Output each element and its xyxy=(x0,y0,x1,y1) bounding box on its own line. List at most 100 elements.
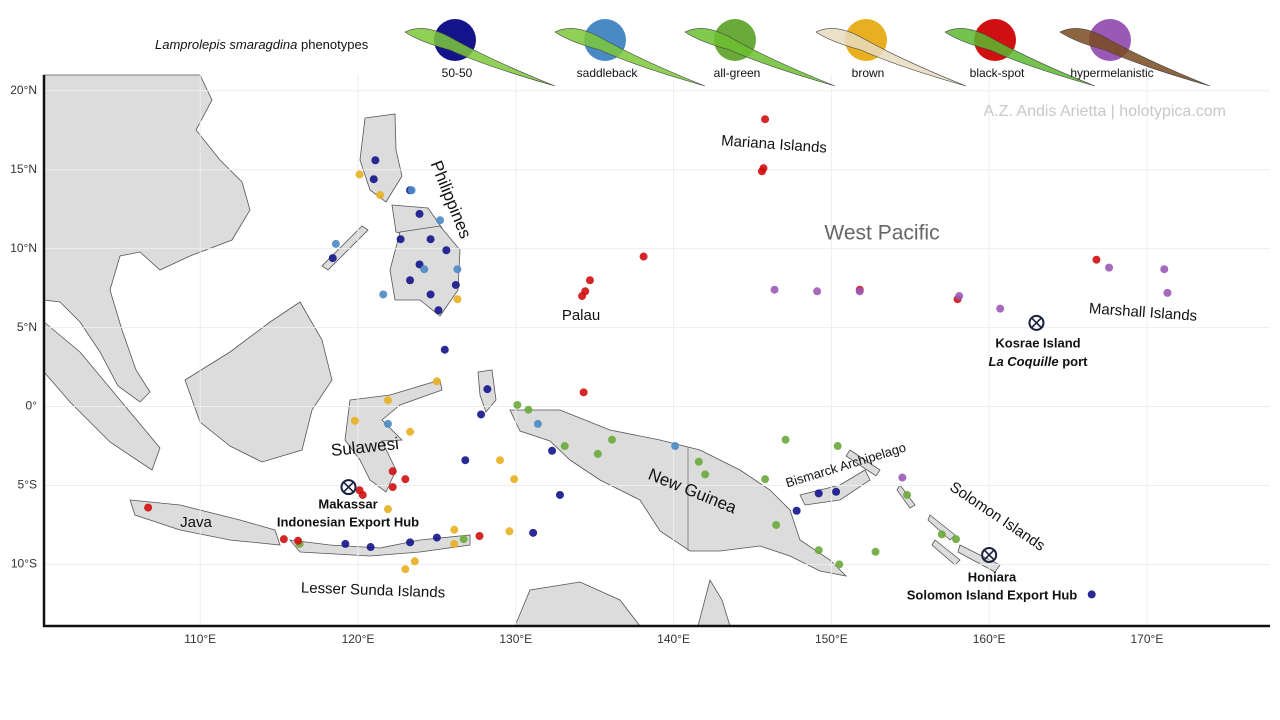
point xyxy=(426,235,435,244)
point xyxy=(608,435,617,444)
point xyxy=(461,456,470,465)
point xyxy=(548,446,557,455)
point xyxy=(772,520,781,529)
point xyxy=(1092,255,1101,264)
port-circle xyxy=(1028,314,1045,331)
point xyxy=(355,170,364,179)
region-label: Mariana Islands xyxy=(721,132,828,156)
point xyxy=(952,535,961,544)
point xyxy=(388,467,397,476)
point xyxy=(406,538,415,547)
point xyxy=(407,186,416,195)
port-subtitle: La Coquille port xyxy=(989,354,1089,369)
point xyxy=(475,532,484,541)
point xyxy=(350,416,359,425)
point xyxy=(406,427,415,436)
legend-title-italic: Lamprolepis smaragdina xyxy=(155,37,297,52)
legend-lizard xyxy=(1059,28,1211,87)
x-tick-label: 140°E xyxy=(657,632,690,646)
y-tick-label: 0° xyxy=(26,399,38,413)
land-borneo xyxy=(184,301,333,463)
y-tick-label: 5°N xyxy=(17,320,37,334)
point xyxy=(529,528,538,537)
point xyxy=(792,506,801,515)
legend-label: all-green xyxy=(714,66,761,80)
region-label: West Pacific xyxy=(824,222,939,245)
point xyxy=(671,442,680,451)
point xyxy=(496,456,505,465)
legend-label: brown xyxy=(852,66,885,80)
port-circle xyxy=(340,479,357,496)
point xyxy=(401,565,410,574)
point xyxy=(832,487,841,496)
point xyxy=(328,254,337,263)
point xyxy=(383,396,392,405)
point xyxy=(376,190,385,199)
region-label: Marshall Islands xyxy=(1088,300,1197,325)
legend-lizard xyxy=(815,28,967,87)
point xyxy=(833,442,842,451)
point xyxy=(555,490,564,499)
legend-title: Lamprolepis smaragdina phenotypes xyxy=(155,37,369,52)
point xyxy=(401,475,410,484)
region-label: Solomon Islands xyxy=(947,479,1048,555)
legend-label: black-spot xyxy=(970,66,1025,80)
point xyxy=(814,546,823,555)
y-tick-label: 15°N xyxy=(10,162,37,176)
point xyxy=(426,290,435,299)
port-cross xyxy=(983,549,995,561)
point xyxy=(593,449,602,458)
legend-lizard xyxy=(554,28,706,87)
point xyxy=(371,156,380,165)
region-label: Java xyxy=(180,514,212,531)
port-subtitle-italic: La Coquille xyxy=(989,354,1059,369)
y-tick-label: 20°N xyxy=(10,83,37,97)
land xyxy=(43,74,1001,627)
port-subtitle: Solomon Island Export Hub xyxy=(907,587,1078,602)
point xyxy=(898,473,907,482)
point xyxy=(415,209,424,218)
point xyxy=(513,400,522,409)
point xyxy=(440,345,449,354)
land-sunda xyxy=(289,534,471,557)
point xyxy=(434,306,443,315)
point xyxy=(835,560,844,569)
point xyxy=(442,246,451,255)
point xyxy=(432,377,441,386)
x-tick-label: 160°E xyxy=(973,632,1006,646)
point xyxy=(410,557,419,566)
point xyxy=(757,167,766,176)
point xyxy=(505,527,514,536)
point xyxy=(937,530,946,539)
land-new-ireland xyxy=(845,449,881,477)
point xyxy=(639,252,648,261)
point xyxy=(451,280,460,289)
point xyxy=(358,490,367,499)
point xyxy=(1160,265,1169,274)
point xyxy=(453,295,462,304)
point xyxy=(533,419,542,428)
point xyxy=(578,292,587,301)
land-luzon xyxy=(359,113,403,203)
land-asia xyxy=(43,74,251,403)
port-name: Honiara xyxy=(968,569,1017,584)
point xyxy=(524,405,533,414)
y-tick-label: 5°S xyxy=(18,478,37,492)
point xyxy=(579,388,588,397)
point xyxy=(406,276,415,285)
point xyxy=(855,287,864,296)
point xyxy=(761,115,770,124)
port-marker xyxy=(340,479,357,496)
point xyxy=(1105,263,1114,272)
x-tick-label: 150°E xyxy=(815,632,848,646)
port-cross xyxy=(1030,317,1043,329)
point xyxy=(144,503,153,512)
region-label: Lesser Sunda Islands xyxy=(301,579,446,601)
x-tick-label: 170°E xyxy=(1131,632,1164,646)
point xyxy=(396,235,405,244)
land-australia xyxy=(514,578,731,627)
point xyxy=(483,385,492,394)
point xyxy=(369,175,378,184)
point xyxy=(459,535,468,544)
